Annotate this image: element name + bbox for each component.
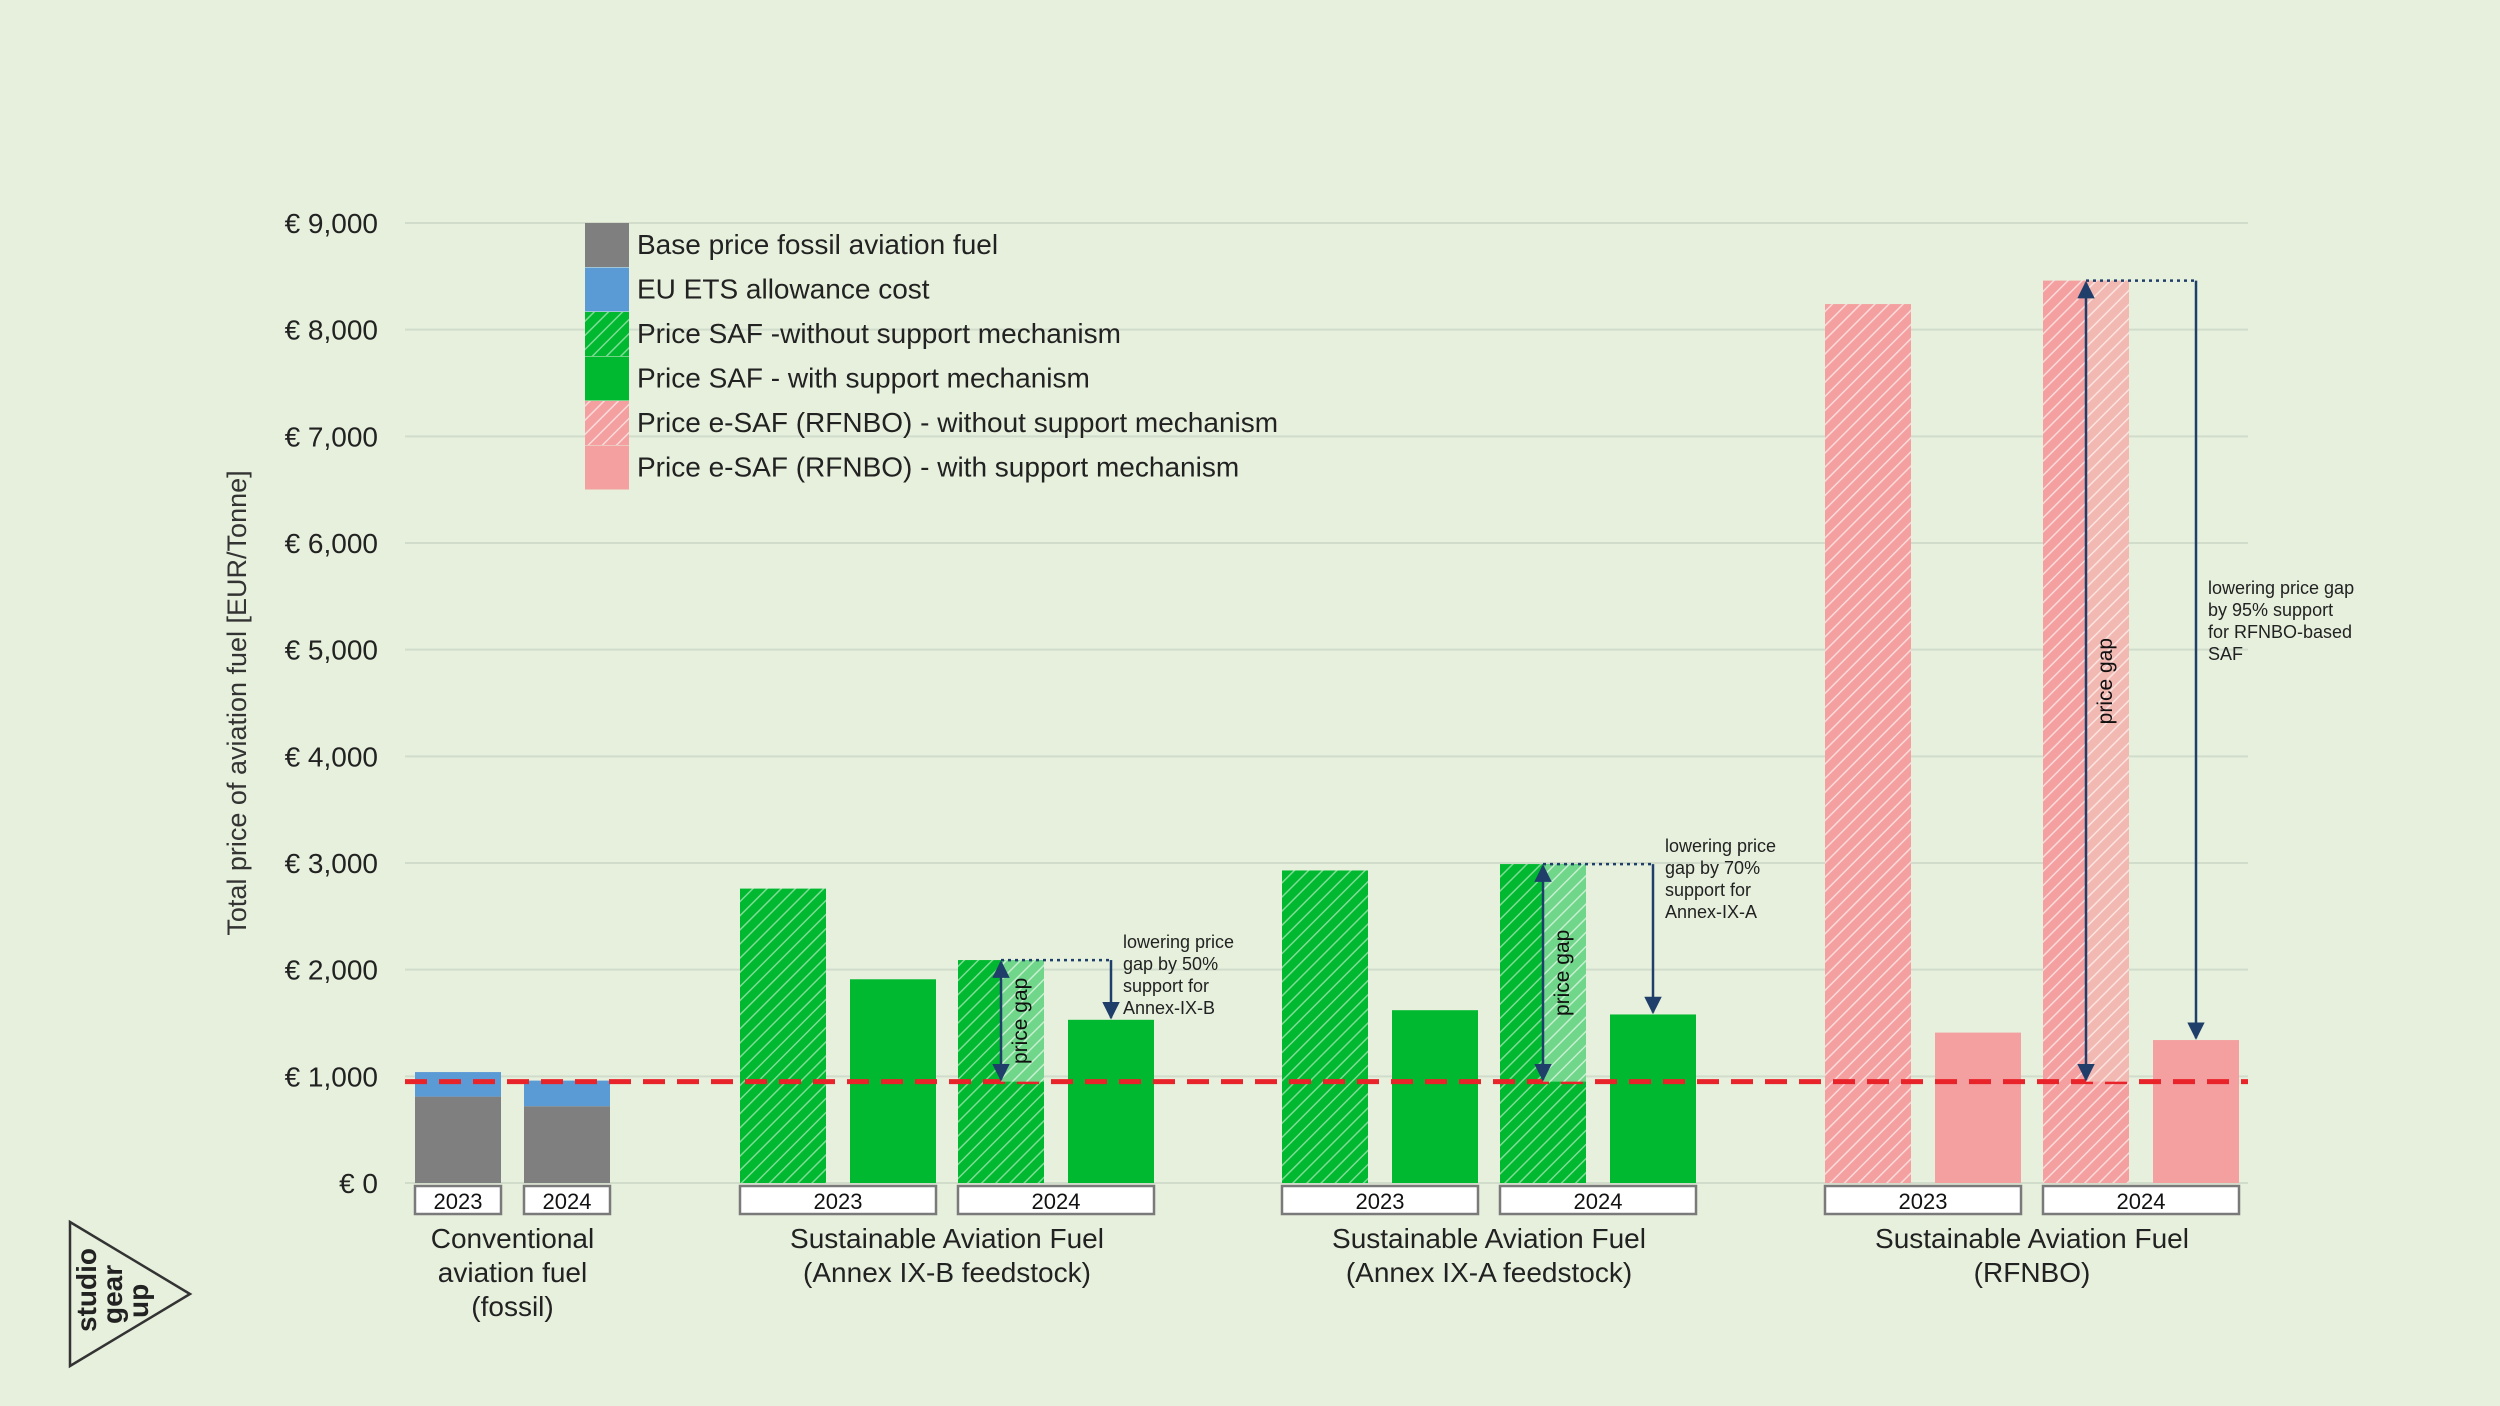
y-axis: € 0 € 1,000 € 2,000 € 3,000 € 4,000 € 5,000 € …	[285, 208, 378, 1199]
year-label: 2024	[1574, 1189, 1623, 1214]
support-note-line: lowering price	[1665, 836, 1776, 856]
y-tick-label: € 0	[339, 1168, 378, 1199]
support-note-line: gap by 70%	[1665, 858, 1760, 878]
bars	[415, 280, 2239, 1184]
bar-group	[1825, 280, 2239, 1184]
legend-swatch	[585, 356, 629, 401]
legend-label: Price SAF -without support mechanism	[637, 318, 1121, 349]
category-label-line: Sustainable Aviation Fuel	[1875, 1223, 2189, 1254]
support-note-line: Annex-IX-A	[1665, 902, 1757, 922]
category-label-line: Conventional	[431, 1223, 594, 1254]
year-label-box	[522, 1184, 612, 1216]
year-label: 2023	[434, 1189, 483, 1214]
year-label: 2023	[1356, 1189, 1405, 1214]
price-gap-label: price gap	[1009, 978, 1032, 1064]
year-label: 2023	[814, 1189, 863, 1214]
legend-swatch	[585, 401, 629, 445]
legend-label: Price e-SAF (RFNBO) - without support me…	[637, 407, 1278, 438]
year-label-box	[956, 1184, 1156, 1216]
legend-entry: Price SAF -without support mechanism	[585, 312, 1121, 356]
support-note-line: lowering price	[1123, 932, 1234, 952]
y-tick-label: € 5,000	[285, 635, 378, 666]
support-note-line: SAF	[2208, 644, 2243, 664]
bar-saf-with	[1068, 1019, 1154, 1183]
year-label-box	[413, 1184, 503, 1216]
legend: Base price fossil aviation fuel EU ETS al…	[585, 223, 1278, 490]
bar-saf-with	[1392, 1010, 1478, 1183]
studio-gear-up-logo: studio gear up	[68, 1219, 193, 1369]
year-label: 2023	[1899, 1189, 1948, 1214]
support-note-line: support for	[1123, 976, 1209, 996]
bar-ets-cost	[524, 1080, 610, 1107]
category-label-line: (RFNBO)	[1974, 1257, 2091, 1288]
support-note-line: lowering price gap	[2208, 578, 2354, 598]
year-label-box	[1498, 1184, 1698, 1216]
bar-esaf-with	[2153, 1040, 2239, 1183]
bar-fossil-base	[415, 1096, 501, 1183]
year-label-box	[738, 1184, 938, 1216]
bar-saf-without	[740, 888, 826, 1183]
category-label-line: (Annex IX-B feedstock)	[803, 1257, 1091, 1288]
legend-label: EU ETS allowance cost	[637, 274, 930, 305]
y-tick-label: € 7,000	[285, 421, 378, 452]
legend-entry: Price e-SAF (RFNBO) - without support me…	[585, 401, 1278, 445]
bar-group	[740, 888, 1154, 1183]
legend-entry: EU ETS allowance cost	[585, 267, 930, 312]
support-note-line: by 95% support	[2208, 600, 2333, 620]
bar-esaf-with	[1935, 1032, 2021, 1183]
y-tick-label: € 4,000	[285, 741, 378, 772]
category-label-line: (fossil)	[471, 1291, 553, 1322]
bar-saf-without	[1282, 870, 1368, 1183]
category-label-line: Sustainable Aviation Fuel	[790, 1223, 1104, 1254]
legend-label: Price e-SAF (RFNBO) - with support mecha…	[637, 452, 1239, 483]
legend-swatch	[585, 267, 629, 312]
support-note-line: Annex-IX-B	[1123, 998, 1215, 1018]
bar-ets-cost	[415, 1072, 501, 1097]
category-label-line: Sustainable Aviation Fuel	[1332, 1223, 1646, 1254]
bar-fossil-base	[524, 1106, 610, 1183]
y-tick-label: € 1,000	[285, 1061, 378, 1092]
bar-esaf-without	[1825, 304, 1911, 1184]
logo-text-line-2: gear	[97, 1265, 128, 1324]
y-tick-label: € 9,000	[285, 208, 378, 239]
legend-swatch	[585, 223, 629, 267]
y-axis-label: Total price of aviation fuel [EUR/Tonne]	[222, 470, 252, 935]
year-label-box	[1280, 1184, 1480, 1216]
legend-entry: Price e-SAF (RFNBO) - with support mecha…	[585, 445, 1239, 490]
gridlines	[405, 222, 2248, 1184]
y-tick-label: € 2,000	[285, 955, 378, 986]
y-tick-label: € 3,000	[285, 848, 378, 879]
bar-saf-with	[1610, 1014, 1696, 1183]
logo-text-line-1: studio	[71, 1248, 102, 1332]
support-note-line: gap by 50%	[1123, 954, 1218, 974]
price-gap-label: price gap	[1551, 930, 1574, 1016]
support-note-line: for RFNBO-based	[2208, 622, 2352, 642]
support-note-line: support for	[1665, 880, 1751, 900]
y-tick-label: € 8,000	[285, 315, 378, 346]
legend-label: Price SAF - with support mechanism	[637, 363, 1090, 394]
year-label-box	[1823, 1184, 2023, 1216]
year-label-box	[2041, 1184, 2241, 1216]
legend-swatch	[585, 312, 629, 356]
legend-swatch	[585, 445, 629, 490]
y-tick-label: € 6,000	[285, 528, 378, 559]
legend-label: Base price fossil aviation fuel	[637, 229, 998, 260]
category-label-line: (Annex IX-A feedstock)	[1346, 1257, 1632, 1288]
year-label: 2024	[2117, 1189, 2166, 1214]
year-label: 2024	[1032, 1189, 1081, 1214]
legend-entry: Price SAF - with support mechanism	[585, 356, 1090, 401]
year-label: 2024	[543, 1189, 592, 1214]
legend-entry: Base price fossil aviation fuel	[585, 223, 998, 267]
bar-group	[415, 1072, 610, 1183]
category-label-line: aviation fuel	[438, 1257, 587, 1288]
bar-group	[1282, 864, 1696, 1183]
price-gap-label: price gap	[2094, 638, 2117, 724]
logo-text-line-3: up	[123, 1284, 154, 1318]
